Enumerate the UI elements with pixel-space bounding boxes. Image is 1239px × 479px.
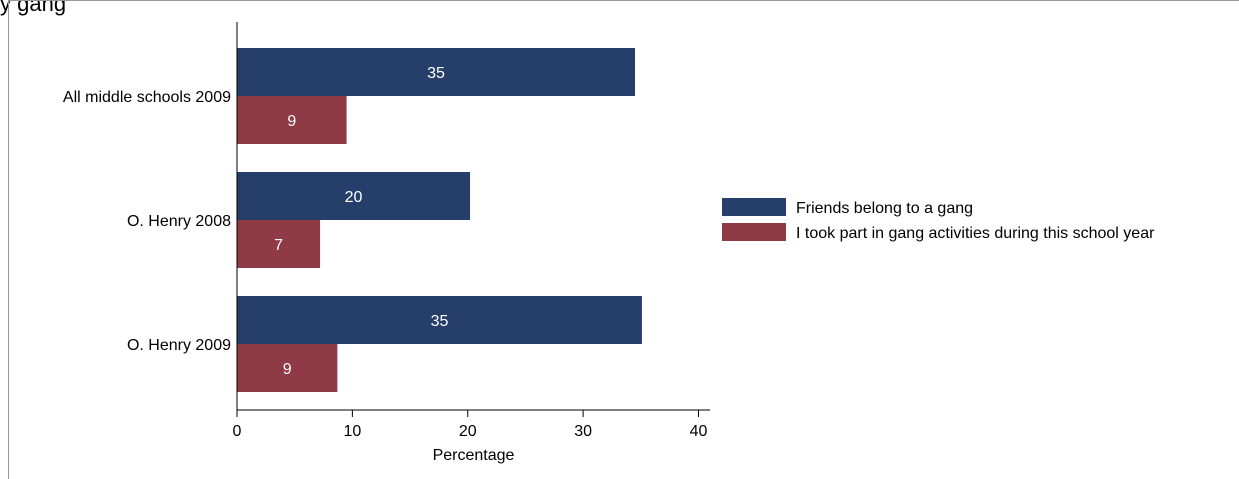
legend-label: Friends belong to a gang <box>796 200 973 217</box>
x-tick-label: 0 <box>233 423 242 440</box>
bar-value-label: 9 <box>287 113 296 130</box>
bar-labels-group: 35 9 20 7 35 9 <box>274 65 448 378</box>
bar-value-label: 35 <box>427 65 445 82</box>
bars-group <box>237 48 642 392</box>
category-label: O. Henry 2008 <box>127 213 231 230</box>
x-tick-label: 40 <box>690 423 708 440</box>
category-label: All middle schools 2009 <box>63 89 231 106</box>
x-tick-label: 10 <box>343 423 361 440</box>
x-axis-title: Percentage <box>433 447 515 464</box>
legend-swatch-friends <box>722 198 786 216</box>
bar-took-part-0 <box>237 96 347 144</box>
bar-friends-1 <box>237 172 471 220</box>
x-tick-label: 20 <box>459 423 477 440</box>
bar-value-label: 35 <box>431 313 449 330</box>
legend-swatch-took-part <box>722 223 786 241</box>
bar-friends-2 <box>237 296 642 344</box>
bar-friends-0 <box>237 48 636 96</box>
bar-value-label: 20 <box>345 189 363 206</box>
x-ticks-group: 0 10 20 30 40 <box>233 410 708 440</box>
chart-title-fragment: y gang <box>0 0 67 16</box>
bar-value-label: 9 <box>283 361 292 378</box>
x-tick-label: 30 <box>574 423 592 440</box>
bar-took-part-1 <box>237 220 321 268</box>
bar-value-label: 7 <box>274 237 283 254</box>
legend-label: I took part in gang activities during th… <box>796 225 1155 242</box>
chart-frame <box>8 0 1239 479</box>
bar-took-part-2 <box>237 344 338 392</box>
category-label: O. Henry 2009 <box>127 337 231 354</box>
category-labels-group: All middle schools 2009 O. Henry 2008 O. H… <box>63 89 231 354</box>
legend: Friends belong to a gang I took part in g… <box>722 198 1155 242</box>
